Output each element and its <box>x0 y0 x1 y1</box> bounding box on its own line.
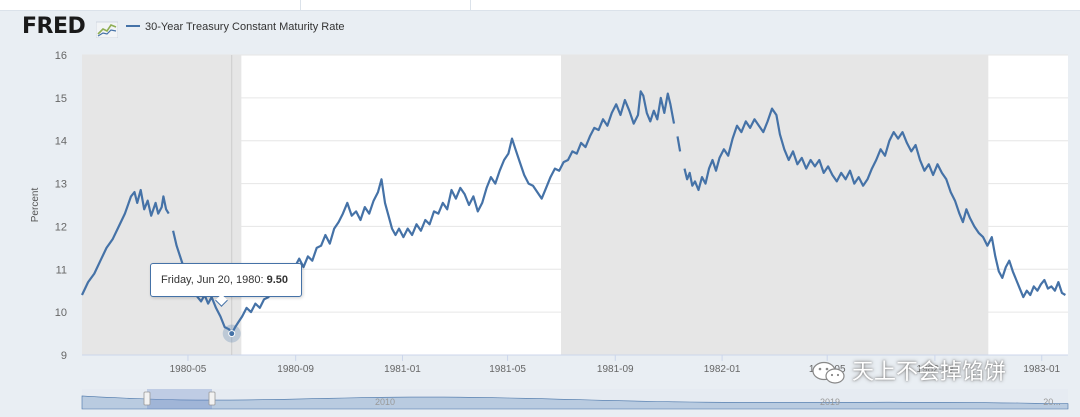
y-tick-label: 13 <box>55 179 67 191</box>
navigator-area <box>81 395 1069 410</box>
navigator-selection[interactable] <box>147 389 212 409</box>
series-line-segment[interactable] <box>81 188 170 296</box>
y-tick-label: 14 <box>55 136 67 148</box>
series-line[interactable] <box>81 90 1066 335</box>
series-line-segment[interactable] <box>683 107 1066 299</box>
x-tick-label: 1982-09 <box>917 364 954 375</box>
x-tick-label: 1981-05 <box>489 364 526 375</box>
series-line-segment[interactable] <box>676 136 682 152</box>
legend[interactable]: 30-Year Treasury Constant Maturity Rate <box>126 21 345 33</box>
tooltip-value: 9.50 <box>266 274 289 286</box>
navigator-label: 20... <box>1043 397 1061 407</box>
fred-chart-icon <box>96 21 118 38</box>
y-tick-label: 12 <box>55 221 67 233</box>
navigator-label: 2019 <box>820 397 840 407</box>
highlight-marker <box>222 324 241 343</box>
y-tick-label: 11 <box>56 264 67 276</box>
navigator-label: 2010 <box>375 397 395 407</box>
highlight-point <box>228 330 236 338</box>
top-bar-divider <box>470 0 471 10</box>
x-tick-label: 1981-01 <box>384 364 421 375</box>
series-line-segment[interactable] <box>172 90 676 335</box>
top-bar <box>0 0 1080 11</box>
recession-band <box>560 55 989 355</box>
tooltip-date: Friday, Jun 20, 1980: <box>161 274 264 286</box>
watermark-text: 天上不会掉馅饼 <box>852 359 1007 384</box>
navigator-left-handle[interactable] <box>143 391 151 406</box>
range-navigator[interactable]: 2010 2019 20... <box>81 389 1069 410</box>
top-bar-divider <box>300 0 301 10</box>
y-axis-label: Percent <box>30 188 41 223</box>
x-tick-label: 1980-05 <box>170 364 207 375</box>
data-tooltip: Friday, Jun 20, 1980: 9.50 <box>150 263 302 297</box>
x-tick-label: 1981-09 <box>597 364 634 375</box>
fred-logo[interactable]: FRED <box>22 14 86 39</box>
watermark: 天上不会掉馅饼 <box>812 354 1006 386</box>
y-tick-label: 15 <box>55 93 67 105</box>
y-tick-label: 16 <box>55 50 67 62</box>
legend-line-swatch <box>126 25 140 28</box>
legend-series-label: 30-Year Treasury Constant Maturity Rate <box>145 21 345 33</box>
x-tick-label: 1980-09 <box>277 364 314 375</box>
wechat-icon <box>812 362 845 384</box>
y-tick-label: 10 <box>55 307 67 319</box>
y-axis: 9 10 11 12 13 14 15 16 <box>55 50 67 362</box>
x-tick-label: 1982-01 <box>704 364 741 375</box>
navigator-right-handle[interactable] <box>208 391 216 406</box>
y-tick-label: 9 <box>61 350 67 362</box>
x-tick-label: 1983-01 <box>1023 364 1060 375</box>
